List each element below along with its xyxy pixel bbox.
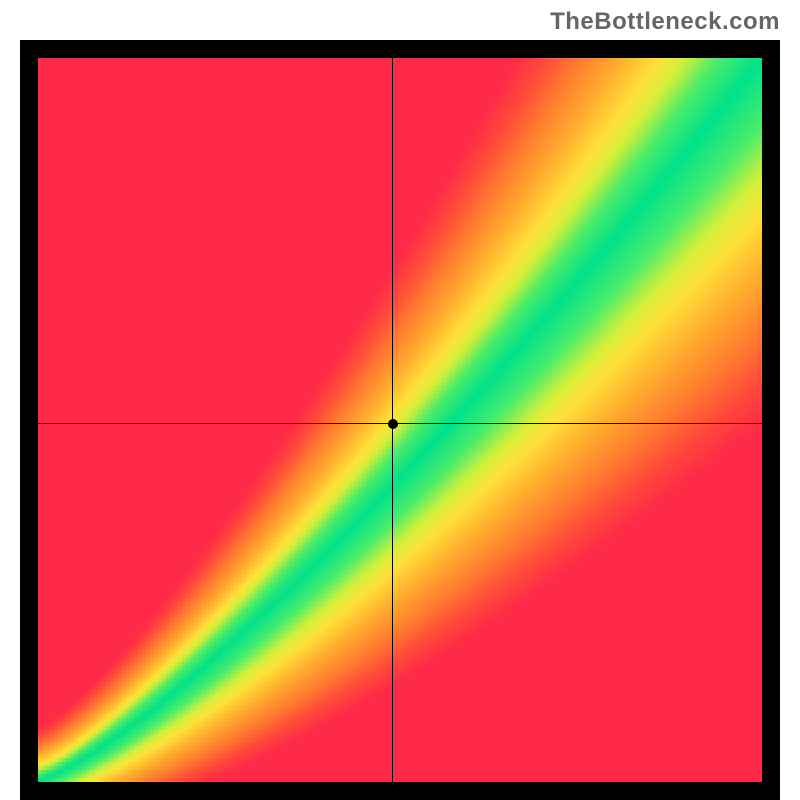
heatmap-plot <box>38 58 762 782</box>
crosshair-horizontal <box>38 423 762 424</box>
chart-frame: TheBottleneck.com <box>0 0 800 800</box>
plot-outer-border <box>20 40 780 800</box>
heatmap-canvas <box>38 58 762 782</box>
watermark-text: TheBottleneck.com <box>550 8 780 36</box>
crosshair-marker <box>388 419 398 429</box>
